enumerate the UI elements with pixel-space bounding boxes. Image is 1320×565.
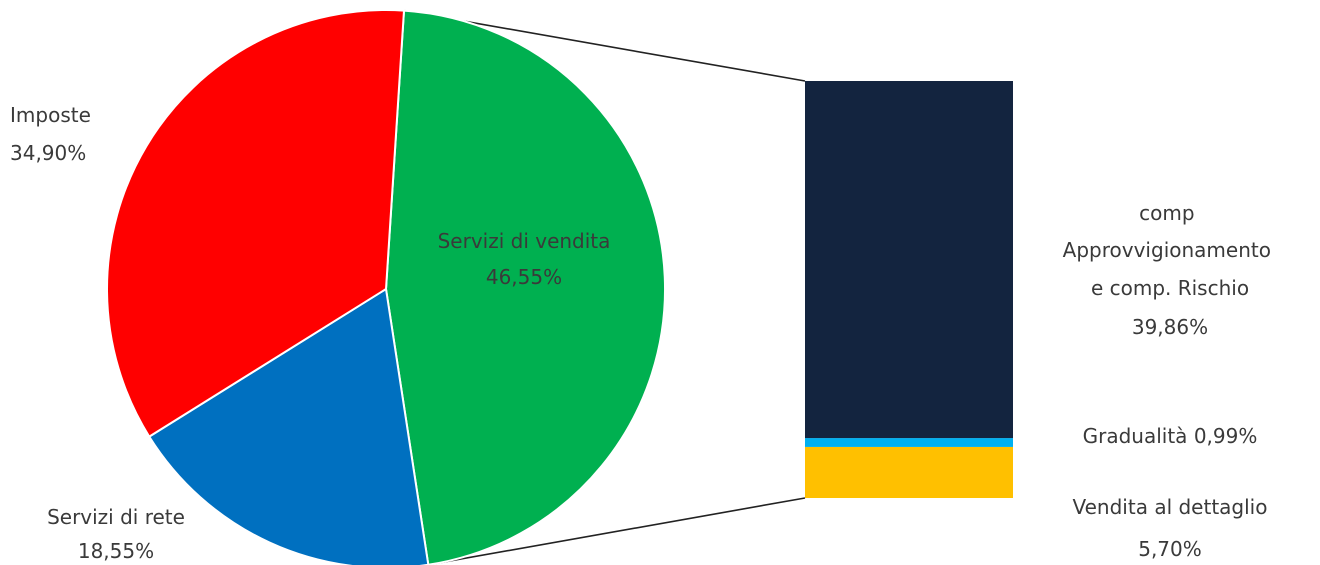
breakdown-bar [805,81,1013,498]
slice-label-servizi-rete: Servizi di rete [47,505,185,529]
segment-label-comp-line3: e comp. Rischio [1091,276,1249,300]
segment-value-vendita: 5,70% [1138,537,1202,561]
segment-label-vendita: Vendita al dettaglio [1073,495,1268,519]
bar-segment-comp-approvvigionamento-e-comp-rischio [805,81,1013,439]
slice-value-servizi-vendita: 46,55% [486,265,562,289]
pie [106,9,666,565]
connector-line-bottom [428,497,806,565]
pie-slice-imposte [106,9,406,438]
segment-label-comp-line2: Approvvigionamento [1063,238,1271,262]
slice-label-imposte: Imposte [10,103,91,127]
pie-slice-servizi-di-rete [147,287,430,565]
segment-value-comp: 39,86% [1132,315,1208,339]
slice-label-servizi-vendita: Servizi di vendita [438,229,611,253]
pie-slice-servizi-di-vendita [384,9,666,565]
slice-value-imposte: 34,90% [10,141,86,165]
segment-label-comp-line1: comp [1139,201,1194,225]
bar-segment-gradualita [805,438,1013,447]
segment-value-gradualita: 0,99% [1194,424,1258,448]
segment-label-comp: comp Approvvigionamento e comp. Rischio [1063,201,1278,300]
segment-label-gradualita: Gradualità 0,99% [1083,424,1258,448]
segment-label-gradualita-name: Gradualità [1083,424,1188,448]
slice-value-servizi-rete: 18,55% [78,539,154,563]
bar-segment-vendita-al-dettaglio [805,446,1013,498]
